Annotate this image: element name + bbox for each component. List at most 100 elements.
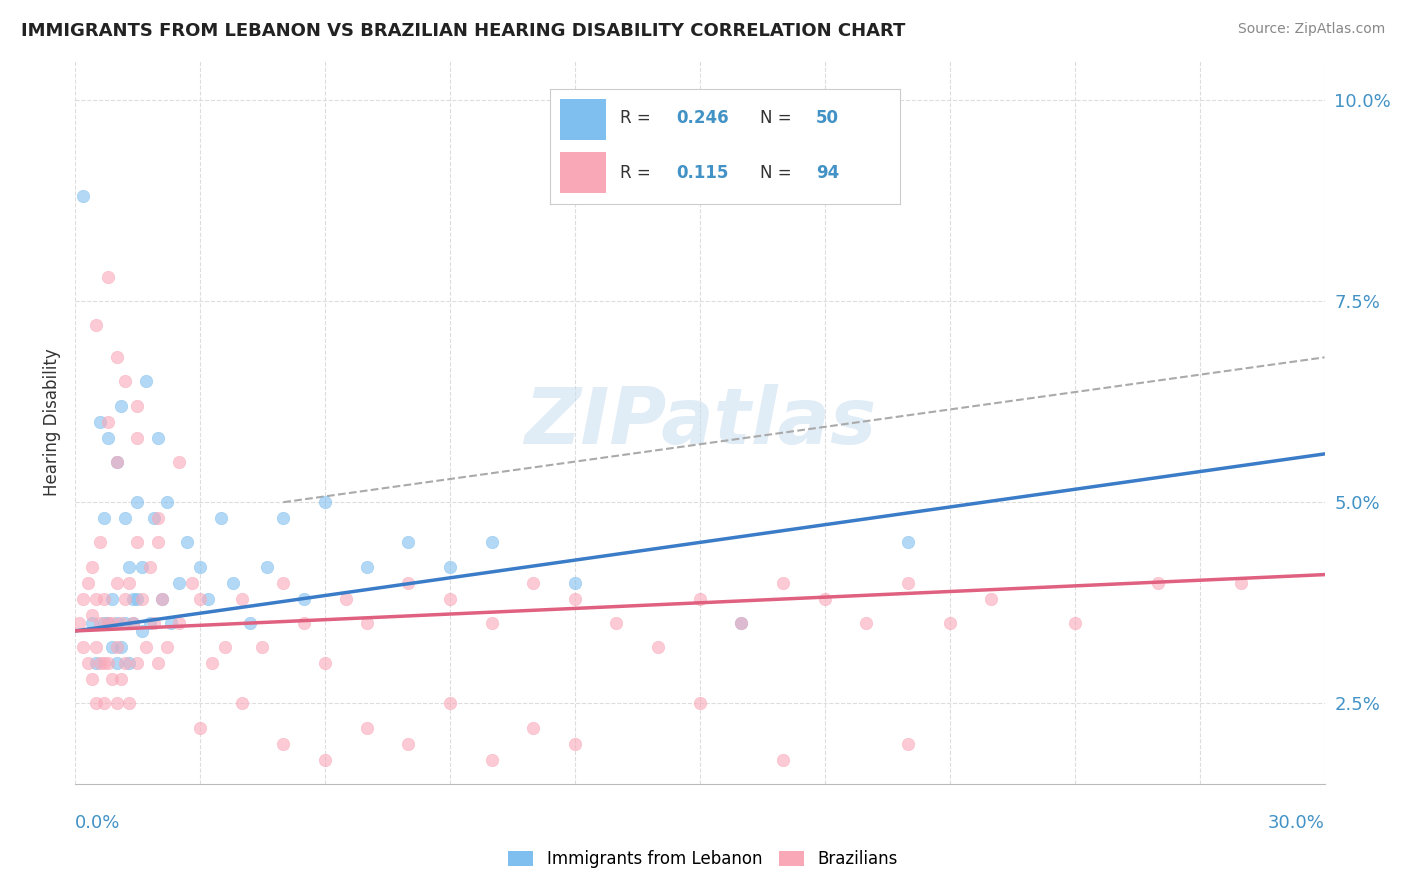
Point: [118, 575, 141, 590]
Point: [222, 575, 245, 590]
Point: [101, 672, 124, 686]
Y-axis label: Hearing Disability: Hearing Disability: [44, 348, 60, 496]
Point: [356, 721, 378, 735]
Point: [76, 656, 98, 670]
Point: [84, 697, 107, 711]
Point: [148, 656, 170, 670]
Point: [97, 431, 120, 445]
Point: [118, 697, 141, 711]
Point: [201, 656, 224, 670]
Point: [396, 535, 419, 549]
Point: [481, 753, 503, 767]
Point: [152, 591, 174, 606]
Point: [689, 697, 711, 711]
Point: [127, 431, 149, 445]
Point: [110, 640, 132, 654]
Point: [72, 640, 94, 654]
Point: [105, 656, 128, 670]
Point: [897, 737, 920, 751]
Point: [114, 615, 136, 630]
Point: [105, 455, 128, 469]
Point: [72, 189, 94, 203]
Text: ZIPatlas: ZIPatlas: [523, 384, 876, 459]
Point: [127, 399, 149, 413]
Point: [1230, 575, 1253, 590]
Text: Source: ZipAtlas.com: Source: ZipAtlas.com: [1237, 22, 1385, 37]
Point: [152, 591, 174, 606]
Point: [522, 575, 544, 590]
Point: [97, 656, 120, 670]
Point: [114, 511, 136, 525]
Point: [114, 591, 136, 606]
Point: [101, 591, 124, 606]
Point: [127, 495, 149, 509]
Point: [564, 737, 586, 751]
Point: [97, 615, 120, 630]
Point: [335, 591, 357, 606]
Point: [101, 615, 124, 630]
Point: [564, 575, 586, 590]
Point: [730, 615, 752, 630]
Text: 30.0%: 30.0%: [1268, 814, 1324, 832]
Text: 0.0%: 0.0%: [75, 814, 121, 832]
Point: [143, 511, 166, 525]
Point: [439, 591, 461, 606]
Point: [118, 656, 141, 670]
Point: [197, 591, 219, 606]
Point: [564, 591, 586, 606]
Point: [356, 559, 378, 574]
Point: [84, 591, 107, 606]
Point: [522, 721, 544, 735]
Point: [105, 575, 128, 590]
Point: [93, 511, 115, 525]
Point: [1063, 615, 1085, 630]
Point: [730, 615, 752, 630]
Point: [114, 375, 136, 389]
Point: [209, 511, 232, 525]
Point: [156, 640, 179, 654]
Point: [101, 640, 124, 654]
Point: [105, 697, 128, 711]
Point: [897, 535, 920, 549]
Point: [139, 615, 162, 630]
Point: [292, 615, 315, 630]
Point: [89, 415, 111, 429]
Point: [80, 607, 103, 622]
Point: [772, 753, 794, 767]
Point: [647, 640, 669, 654]
Point: [396, 737, 419, 751]
Point: [481, 535, 503, 549]
Point: [159, 615, 181, 630]
Point: [148, 511, 170, 525]
Point: [1147, 575, 1170, 590]
Point: [110, 615, 132, 630]
Point: [80, 672, 103, 686]
Point: [131, 591, 153, 606]
Point: [689, 591, 711, 606]
Point: [122, 591, 145, 606]
Point: [148, 431, 170, 445]
Point: [314, 753, 336, 767]
Point: [131, 559, 153, 574]
Point: [356, 615, 378, 630]
Point: [481, 615, 503, 630]
Point: [93, 656, 115, 670]
Point: [439, 559, 461, 574]
Point: [122, 615, 145, 630]
Point: [76, 575, 98, 590]
Point: [127, 591, 149, 606]
Point: [122, 615, 145, 630]
Point: [180, 575, 202, 590]
Point: [135, 640, 157, 654]
Point: [271, 511, 294, 525]
Point: [176, 535, 198, 549]
Point: [93, 615, 115, 630]
Point: [980, 591, 1002, 606]
Point: [105, 615, 128, 630]
Point: [84, 640, 107, 654]
Point: [292, 591, 315, 606]
Point: [97, 269, 120, 284]
Point: [855, 615, 877, 630]
Point: [396, 575, 419, 590]
Point: [93, 697, 115, 711]
